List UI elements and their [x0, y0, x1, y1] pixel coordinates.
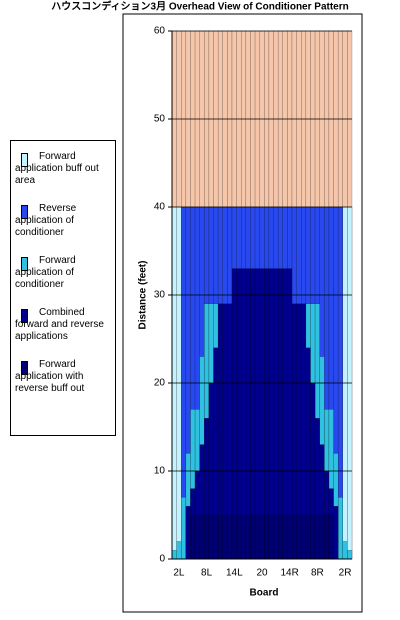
bar	[227, 514, 233, 560]
legend: Forward application buff out area Reverse…	[10, 140, 116, 436]
bar	[333, 506, 339, 560]
legend-swatch	[21, 309, 28, 323]
y-tick-label: 20	[154, 378, 166, 389]
bar	[241, 514, 247, 560]
bar	[231, 514, 237, 560]
bar	[250, 514, 256, 560]
bar	[171, 550, 177, 560]
bar	[199, 514, 205, 560]
legend-label: Combined forward and reverse application…	[15, 307, 104, 342]
bar	[259, 514, 265, 560]
bar	[264, 514, 270, 560]
chart-title: ハウスコンディション3月 Overhead View of Conditione…	[51, 0, 349, 13]
bar	[176, 541, 182, 560]
bar	[236, 514, 242, 560]
bar	[217, 514, 223, 560]
bar	[319, 514, 325, 560]
bar	[337, 497, 343, 560]
y-tick-label: 40	[154, 202, 166, 213]
bar	[291, 514, 297, 560]
legend-label: Forward application buff out area	[15, 151, 99, 186]
bar	[190, 514, 196, 560]
legend-swatch	[21, 153, 28, 167]
bar	[213, 514, 219, 560]
y-tick-label: 30	[154, 290, 166, 301]
legend-item: Forward application with reverse buff ou…	[13, 359, 113, 411]
x-tick-label: 14R	[281, 568, 299, 579]
bar	[208, 514, 214, 560]
bar	[245, 514, 251, 560]
bar	[222, 514, 228, 560]
bar	[328, 514, 334, 560]
x-tick-label: 20	[256, 568, 268, 579]
bar	[342, 541, 348, 560]
x-tick-label: 8L	[201, 568, 213, 579]
bar	[324, 514, 330, 560]
legend-label: Reverse application of conditioner	[15, 203, 77, 238]
legend-item: Forward application buff out area	[13, 151, 113, 203]
legend-item: Forward application of conditioner	[13, 255, 113, 307]
bar	[185, 506, 191, 560]
bar	[254, 514, 260, 560]
y-axis-label: Distance (feet)	[138, 261, 149, 330]
x-tick-label: 14L	[226, 568, 243, 579]
legend-label: Forward application of conditioner	[15, 255, 76, 290]
legend-swatch	[21, 257, 28, 271]
bar	[277, 514, 283, 560]
x-tick-label: 2R	[339, 568, 352, 579]
bar	[282, 514, 288, 560]
bar	[181, 497, 187, 560]
legend-label: Forward application with reverse buff ou…	[15, 359, 85, 394]
bar	[314, 514, 320, 560]
bar	[310, 514, 316, 560]
bar	[347, 550, 353, 560]
x-tick-label: 2L	[173, 568, 185, 579]
y-tick-label: 50	[154, 114, 166, 125]
y-tick-label: 60	[154, 26, 166, 37]
legend-item: Reverse application of conditioner	[13, 203, 113, 255]
legend-swatch	[21, 361, 28, 375]
bar	[273, 514, 279, 560]
legend-item: Combined forward and reverse application…	[13, 307, 113, 359]
bar	[287, 514, 293, 560]
bar	[194, 514, 200, 560]
legend-swatch	[21, 205, 28, 219]
bar	[301, 514, 307, 560]
x-axis-label: Board	[250, 588, 279, 599]
bar	[296, 514, 302, 560]
bar	[268, 514, 274, 560]
y-tick-label: 0	[159, 554, 165, 565]
bar	[305, 514, 311, 560]
y-tick-label: 10	[154, 466, 166, 477]
bar	[204, 514, 210, 560]
x-tick-label: 8R	[311, 568, 324, 579]
